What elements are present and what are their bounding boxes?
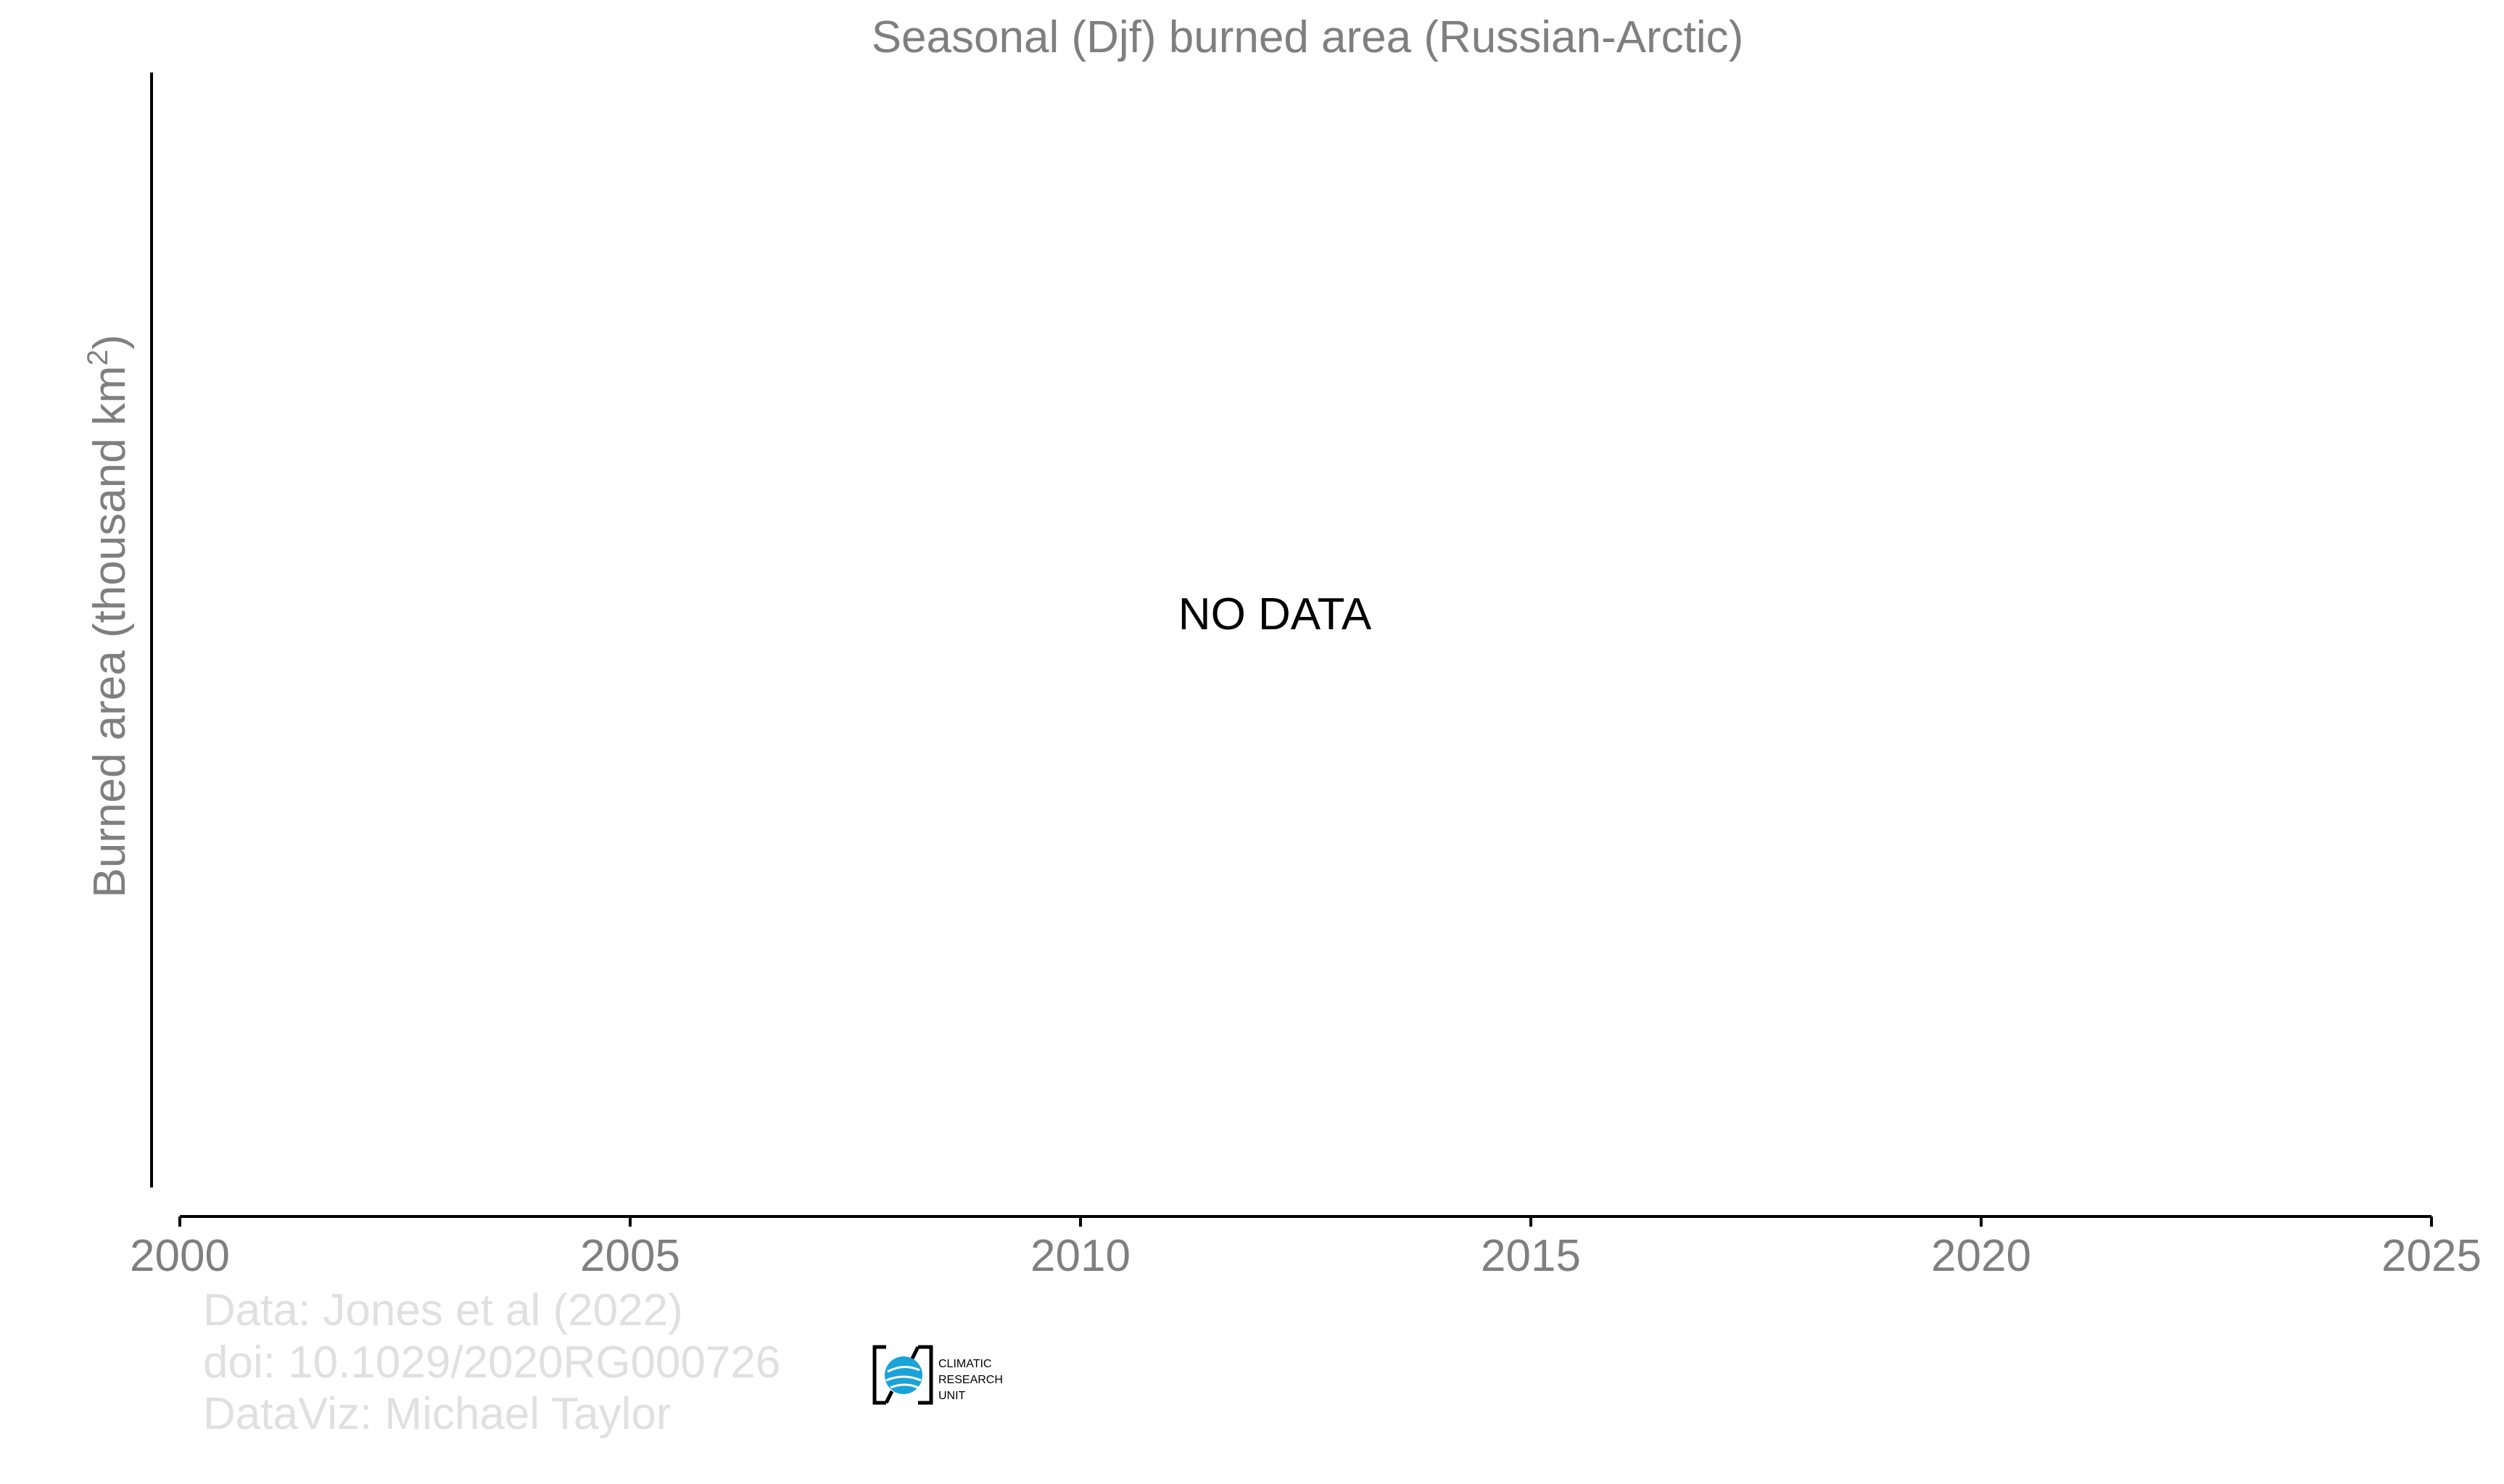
cru-logo-bracket-right <box>918 1345 933 1405</box>
y-axis-label: Burned area (thousand km2) <box>82 334 135 898</box>
cru-logo-globe-swirl <box>885 1366 922 1389</box>
y-axis-label-superscript: 2 <box>82 349 114 365</box>
cru-logo-slash-top <box>910 1346 920 1360</box>
y-axis-label-main: Burned area (thousand km <box>85 365 135 898</box>
cru-logo-slash-bottom <box>884 1390 894 1404</box>
cru-logo-text-line1: CLIMATIC <box>938 1358 991 1370</box>
x-axis: 2000 2005 2010 2015 2020 2025 <box>130 1215 2482 1281</box>
cru-logo-text-line3: UNIT <box>938 1390 966 1402</box>
x-tick-label-2025: 2025 <box>2381 1231 2482 1281</box>
cru-logo-text-line2: RESEARCH <box>938 1374 1003 1386</box>
chart-title: Seasonal (Djf) burned area (Russian-Arct… <box>872 12 1744 62</box>
y-axis-label-close: ) <box>85 334 135 349</box>
cru-logo-bracket-left <box>872 1345 886 1405</box>
credit-data-source: Data: Jones et al (2022) <box>203 1285 683 1335</box>
x-tick-label-2005: 2005 <box>580 1231 680 1281</box>
x-tick-label-2020: 2020 <box>1931 1231 2031 1281</box>
no-data-annotation: NO DATA <box>1178 589 1372 639</box>
credit-dataviz: DataViz: Michael Taylor <box>203 1389 672 1439</box>
x-tick-label-2010: 2010 <box>1030 1231 1131 1281</box>
x-tick-label-2000: 2000 <box>130 1231 230 1281</box>
x-tick-label-2015: 2015 <box>1481 1231 1581 1281</box>
cru-logo: CLIMATIC RESEARCH UNIT <box>872 1345 1003 1405</box>
credit-doi: doi: 10.1029/2020RG000726 <box>203 1338 780 1388</box>
cru-logo-globe-icon <box>885 1356 922 1394</box>
